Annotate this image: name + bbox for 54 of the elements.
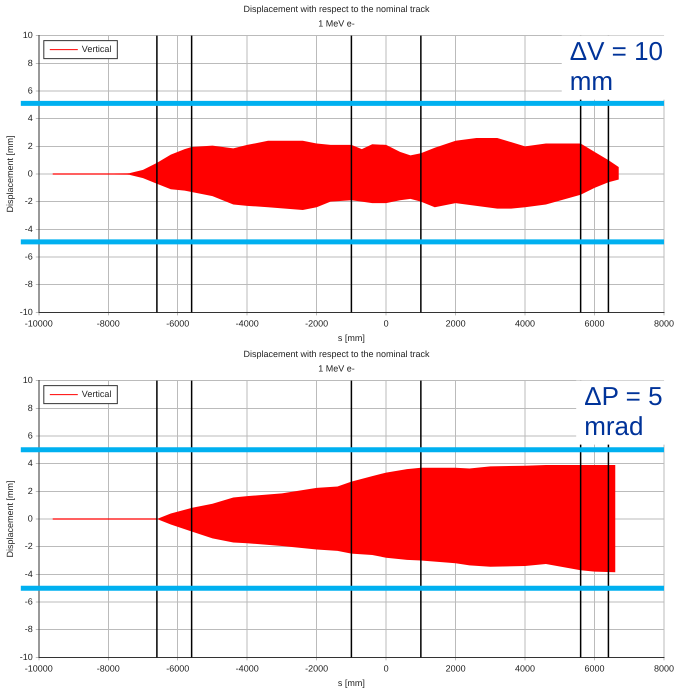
y-tick-label: 8 <box>28 402 33 413</box>
x-axis-title: s [mm] <box>338 333 365 344</box>
y-tick-label: -8 <box>24 279 33 290</box>
y-tick-label: 8 <box>28 58 33 68</box>
y-axis-title: Displacement [mm] <box>4 135 15 213</box>
y-tick-label: 2 <box>28 486 33 496</box>
x-tick-label: -2000 <box>305 663 328 674</box>
x-tick-label: 6000 <box>584 318 605 328</box>
x-tick-label: -6000 <box>166 663 190 674</box>
chart-title: Displacement with respect to the nominal track <box>243 348 430 359</box>
x-tick-label: -6000 <box>166 318 190 328</box>
y-tick-label: 6 <box>28 85 33 96</box>
x-tick-label: 8000 <box>654 318 674 328</box>
x-tick-label: 4000 <box>515 663 536 674</box>
x-tick-label: -10000 <box>24 663 53 674</box>
x-axis-title: s [mm] <box>338 678 365 688</box>
y-tick-label: 6 <box>28 430 33 440</box>
y-tick-label: 4 <box>28 458 33 468</box>
y-tick-label: -4 <box>24 568 33 579</box>
x-tick-label: 0 <box>384 318 389 328</box>
y-tick-label: -2 <box>24 541 33 552</box>
annotation: ΔV = 10 mm <box>570 36 664 96</box>
x-tick-label: -2000 <box>305 318 328 328</box>
legend-label: Vertical <box>82 44 112 54</box>
y-tick-label: 2 <box>28 140 33 151</box>
y-tick-label: -4 <box>24 224 33 234</box>
y-tick-label: -2 <box>24 196 33 206</box>
y-tick-label: 10 <box>22 30 33 40</box>
x-tick-label: -10000 <box>24 318 53 328</box>
chart-subtitle: 1 MeV e- <box>318 18 355 29</box>
chart-subtitle: 1 MeV e- <box>318 364 355 374</box>
x-tick-label: -8000 <box>96 318 120 328</box>
y-tick-label: 10 <box>22 375 33 386</box>
x-tick-label: 6000 <box>584 663 605 674</box>
annotation: ΔP = 5 mrad <box>584 380 663 441</box>
x-tick-label: -4000 <box>236 663 259 674</box>
y-tick-label: -6 <box>24 596 33 607</box>
x-tick-label: 2000 <box>446 663 466 674</box>
x-tick-label: 2000 <box>446 318 466 328</box>
legend-label: Vertical <box>82 389 112 400</box>
x-tick-label: 0 <box>384 663 389 674</box>
y-tick-label: -8 <box>24 624 33 634</box>
x-tick-label: 4000 <box>515 318 536 328</box>
x-tick-label: 8000 <box>654 663 674 674</box>
y-tick-label: 4 <box>28 113 33 124</box>
y-tick-label: -10 <box>20 652 33 662</box>
y-tick-label: -6 <box>24 252 33 262</box>
chart-title: Displacement with respect to the nominal track <box>243 4 430 14</box>
y-tick-label: 0 <box>28 168 33 178</box>
y-axis-title: Displacement [mm] <box>4 480 15 558</box>
y-tick-label: -10 <box>20 306 33 317</box>
x-tick-label: -8000 <box>96 663 120 674</box>
x-tick-label: -4000 <box>236 318 259 328</box>
y-tick-label: 0 <box>28 513 33 524</box>
